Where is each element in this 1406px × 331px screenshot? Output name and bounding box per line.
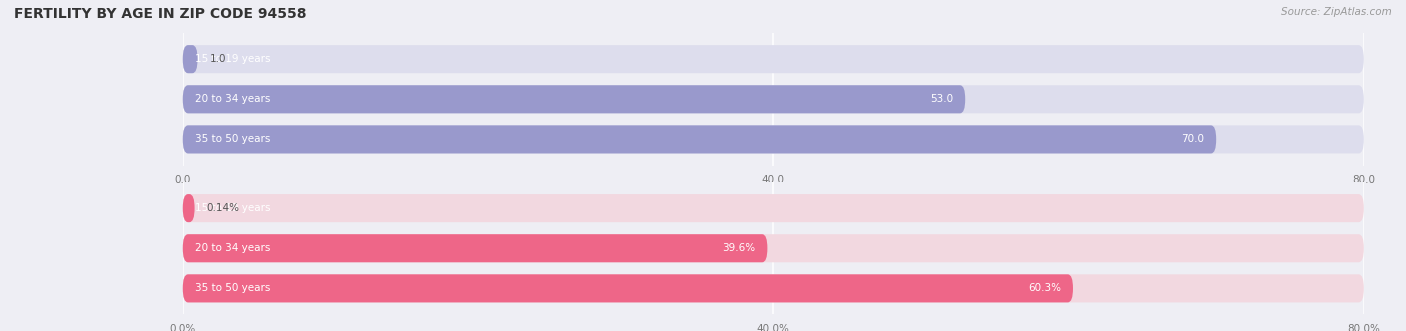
Text: Source: ZipAtlas.com: Source: ZipAtlas.com [1281,7,1392,17]
FancyBboxPatch shape [183,85,965,113]
FancyBboxPatch shape [183,234,1364,262]
FancyBboxPatch shape [183,194,1364,222]
Text: 53.0: 53.0 [931,94,953,104]
FancyBboxPatch shape [183,45,197,73]
Text: 39.6%: 39.6% [723,243,755,253]
Text: 20 to 34 years: 20 to 34 years [194,243,270,253]
Text: 70.0: 70.0 [1181,134,1205,144]
FancyBboxPatch shape [183,125,1364,154]
FancyBboxPatch shape [183,194,194,222]
Text: 35 to 50 years: 35 to 50 years [194,134,270,144]
Text: 15 to 19 years: 15 to 19 years [194,203,270,213]
FancyBboxPatch shape [183,234,768,262]
Text: 35 to 50 years: 35 to 50 years [194,283,270,293]
FancyBboxPatch shape [183,274,1364,303]
FancyBboxPatch shape [183,45,1364,73]
Text: 60.3%: 60.3% [1028,283,1062,293]
Text: FERTILITY BY AGE IN ZIP CODE 94558: FERTILITY BY AGE IN ZIP CODE 94558 [14,7,307,21]
Text: 20 to 34 years: 20 to 34 years [194,94,270,104]
Text: 15 to 19 years: 15 to 19 years [194,54,270,64]
Text: 0.14%: 0.14% [207,203,239,213]
FancyBboxPatch shape [183,85,1364,113]
FancyBboxPatch shape [183,125,1216,154]
FancyBboxPatch shape [183,274,1073,303]
Text: 1.0: 1.0 [209,54,226,64]
